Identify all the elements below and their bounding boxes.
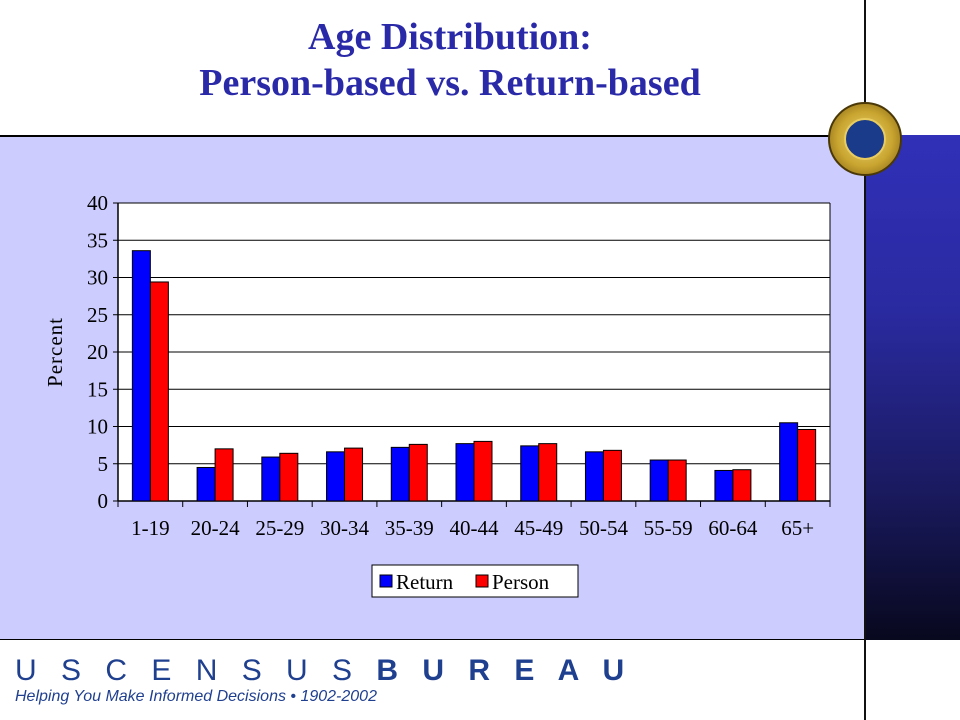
bar-person	[149, 281, 169, 502]
bar-person	[279, 452, 299, 502]
decorative-side-band	[866, 135, 960, 640]
bar-return	[196, 466, 216, 502]
bar-person	[797, 428, 817, 502]
y-tick-label: 5	[98, 452, 109, 476]
x-tick-label: 60-64	[708, 516, 757, 540]
y-tick-label: 0	[98, 489, 109, 513]
y-tick-label: 25	[87, 303, 108, 327]
x-tick-label: 40-44	[450, 516, 499, 540]
bar-person	[214, 448, 234, 502]
vertical-divider	[864, 0, 866, 720]
y-axis-label: Percent	[43, 317, 67, 387]
legend-box	[371, 564, 579, 598]
y-tick-label: 35	[87, 228, 108, 252]
page-title: Age Distribution: Person-based vs. Retur…	[0, 14, 900, 106]
bar-person	[473, 440, 493, 502]
bar-return	[520, 445, 540, 502]
legend-swatch-person	[475, 574, 489, 588]
y-tick-label: 30	[87, 266, 108, 290]
y-tick-label: 10	[87, 415, 108, 439]
horizontal-divider	[0, 135, 866, 137]
bar-person	[408, 443, 428, 502]
bar-return	[779, 422, 799, 502]
bar-return	[261, 456, 281, 502]
legend-label-return: Return	[396, 570, 454, 594]
agency-wordmark-part1: U S C E N S U S	[15, 654, 377, 687]
x-tick-label: 50-54	[579, 516, 628, 540]
legend-swatch-return	[379, 574, 393, 588]
x-tick-label: 20-24	[191, 516, 240, 540]
chart-panel: 0 5 10 15 20 25 30 35 40 Percent 1-19 20-24 25-29 30-…	[0, 137, 864, 640]
bar-return	[131, 250, 151, 502]
bar-person	[667, 459, 687, 502]
bar-person	[344, 447, 364, 502]
bar-person	[538, 443, 558, 502]
x-tick-label: 30-34	[320, 516, 369, 540]
bar-return	[455, 443, 475, 502]
department-of-commerce-seal-icon	[828, 102, 902, 176]
bar-return	[584, 451, 604, 502]
x-tick-label: 35-39	[385, 516, 434, 540]
x-tick-label: 25-29	[255, 516, 304, 540]
bar-return	[326, 451, 346, 502]
x-tick-label: 65+	[781, 516, 814, 540]
agency-wordmark-part2: B U R E A U	[376, 654, 633, 687]
title-line-2: Person-based vs. Return-based	[199, 62, 701, 104]
x-tick-label: 1-19	[131, 516, 170, 540]
x-tick-label: 55-59	[644, 516, 693, 540]
legend-label-person: Person	[492, 570, 550, 594]
bar-chart: 0 5 10 15 20 25 30 35 40 Percent 1-19 20-24 25-29 30-…	[43, 191, 831, 598]
y-tick-label: 15	[87, 377, 108, 401]
bar-person	[602, 449, 622, 502]
y-tick-label: 40	[87, 191, 108, 215]
y-tick-label: 20	[87, 340, 108, 364]
x-tick-label: 45-49	[514, 516, 563, 540]
agency-wordmark: U S C E N S U S B U R E A U	[15, 654, 632, 688]
title-line-1: Age Distribution:	[308, 16, 592, 58]
agency-tagline: Helping You Make Informed Decisions • 19…	[15, 688, 377, 705]
bar-return	[714, 469, 734, 502]
bar-return	[649, 459, 669, 502]
bar-person	[732, 469, 752, 502]
seal-center	[844, 118, 886, 160]
bar-return	[390, 446, 410, 502]
